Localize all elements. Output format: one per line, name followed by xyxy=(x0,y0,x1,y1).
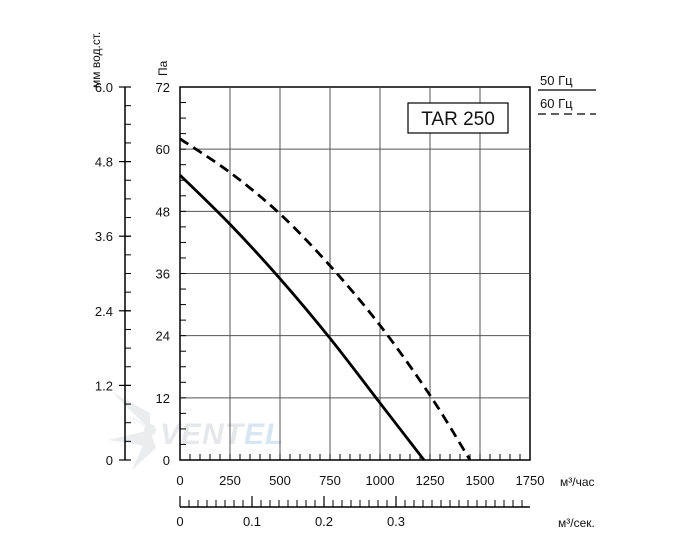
x-tick-label: 0 xyxy=(176,473,183,488)
y-axis-ticks: 0 12 24 36 48 60 72 xyxy=(156,80,170,468)
x2-tick-label: 0.2 xyxy=(315,514,333,529)
series-line-60hz xyxy=(179,137,472,461)
y2-tick-label: 3.6 xyxy=(95,229,113,244)
x2-tick-label: 0.1 xyxy=(243,514,261,529)
x-tick-label: 1500 xyxy=(466,473,495,488)
chart-title-box xyxy=(407,102,509,134)
x-tick-label: 750 xyxy=(319,473,341,488)
x-axis-secondary-label: м³/сек. xyxy=(558,516,595,530)
y-tick-label: 72 xyxy=(156,80,170,95)
x-axis-secondary-ticks: 0 0.1 0.2 0.3 xyxy=(176,496,523,529)
x-tick-label: 1250 xyxy=(416,473,445,488)
x2-tick-label: 0.3 xyxy=(387,514,405,529)
x2-tick-label: 0 xyxy=(176,514,183,529)
data-series xyxy=(179,137,472,461)
y-axis-secondary-ticks: 0 1.2 2.4 3.6 4.8 6.0 xyxy=(95,80,131,468)
legend-entry-60hz: 60 Гц xyxy=(540,96,573,111)
y2-tick-label: 1.2 xyxy=(95,378,113,393)
ventel-watermark-logo: VENTEL xyxy=(108,392,284,470)
legend-entry-50hz: 50 Гц xyxy=(540,73,573,88)
y2-tick-label: 4.8 xyxy=(95,155,113,170)
chart-title: TAR 250 xyxy=(421,109,495,130)
fan-blades-icon xyxy=(108,392,156,470)
y-tick-label: 0 xyxy=(163,453,170,468)
y-axis-label: Па xyxy=(156,60,170,76)
x-tick-label: 500 xyxy=(269,473,291,488)
x-tick-label: 1000 xyxy=(366,473,395,488)
x-axis-label: м³/час xyxy=(560,475,595,489)
x-tick-label: 1750 xyxy=(516,473,545,488)
y2-tick-label: 0 xyxy=(106,453,113,468)
y-tick-label: 12 xyxy=(156,391,170,406)
legend: 50 Гц 60 Гц xyxy=(538,73,596,115)
y-tick-label: 48 xyxy=(156,204,170,219)
y-tick-label: 24 xyxy=(156,329,170,344)
y2-tick-label: 2.4 xyxy=(95,304,113,319)
ventel-watermark-text: VENTEL xyxy=(160,418,284,451)
grid-lines xyxy=(180,87,530,460)
x-axis-ticks: 0 250 500 750 1000 1250 1500 1750 xyxy=(176,473,544,488)
y-tick-label: 36 xyxy=(156,267,170,282)
x-tick-label: 250 xyxy=(219,473,241,488)
minor-ticks xyxy=(179,86,531,461)
y-tick-label: 60 xyxy=(156,142,170,157)
y-axis-secondary-label: мм вод.ст. xyxy=(89,32,103,88)
y2-tick-label: 6.0 xyxy=(95,80,113,95)
series-line-50hz xyxy=(179,174,426,461)
